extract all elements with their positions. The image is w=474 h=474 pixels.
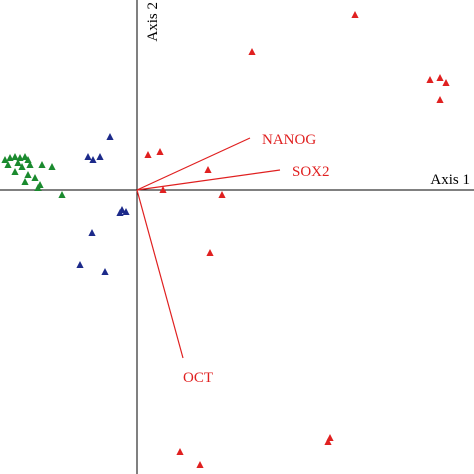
point (24, 171, 32, 178)
point (26, 161, 34, 168)
point (122, 208, 130, 215)
point (351, 11, 359, 18)
point (18, 163, 26, 170)
y-axis-label: Axis 2 (145, 2, 161, 42)
point (4, 161, 12, 168)
vector-label: SOX2 (292, 164, 330, 180)
vector-label: NANOG (262, 132, 316, 148)
point (38, 161, 46, 168)
point (21, 153, 29, 160)
point (159, 186, 167, 193)
point (156, 148, 164, 155)
point (11, 168, 19, 175)
x-axis-label: Axis 1 (430, 172, 470, 188)
point (76, 261, 84, 268)
point (106, 133, 114, 140)
point (206, 249, 214, 256)
point (248, 48, 256, 55)
point (14, 159, 22, 166)
point (204, 166, 212, 173)
loading-vector (136, 137, 251, 191)
point (84, 153, 92, 160)
point (21, 178, 29, 185)
point (218, 191, 226, 198)
loading-vector (136, 169, 281, 191)
point (1, 156, 9, 163)
loading-vector (136, 189, 184, 359)
point (24, 156, 32, 163)
vector-label: OCT (183, 370, 213, 386)
point (436, 74, 444, 81)
point (11, 153, 19, 160)
point (89, 156, 97, 163)
point (58, 191, 66, 198)
point (324, 438, 332, 445)
point (176, 448, 184, 455)
point (436, 96, 444, 103)
point (426, 76, 434, 83)
point (31, 174, 39, 181)
point (88, 229, 96, 236)
point (116, 209, 124, 216)
point (96, 153, 104, 160)
point (196, 461, 204, 468)
point (48, 163, 56, 170)
point (34, 184, 42, 191)
point (442, 79, 450, 86)
point (101, 268, 109, 275)
point (144, 151, 152, 158)
